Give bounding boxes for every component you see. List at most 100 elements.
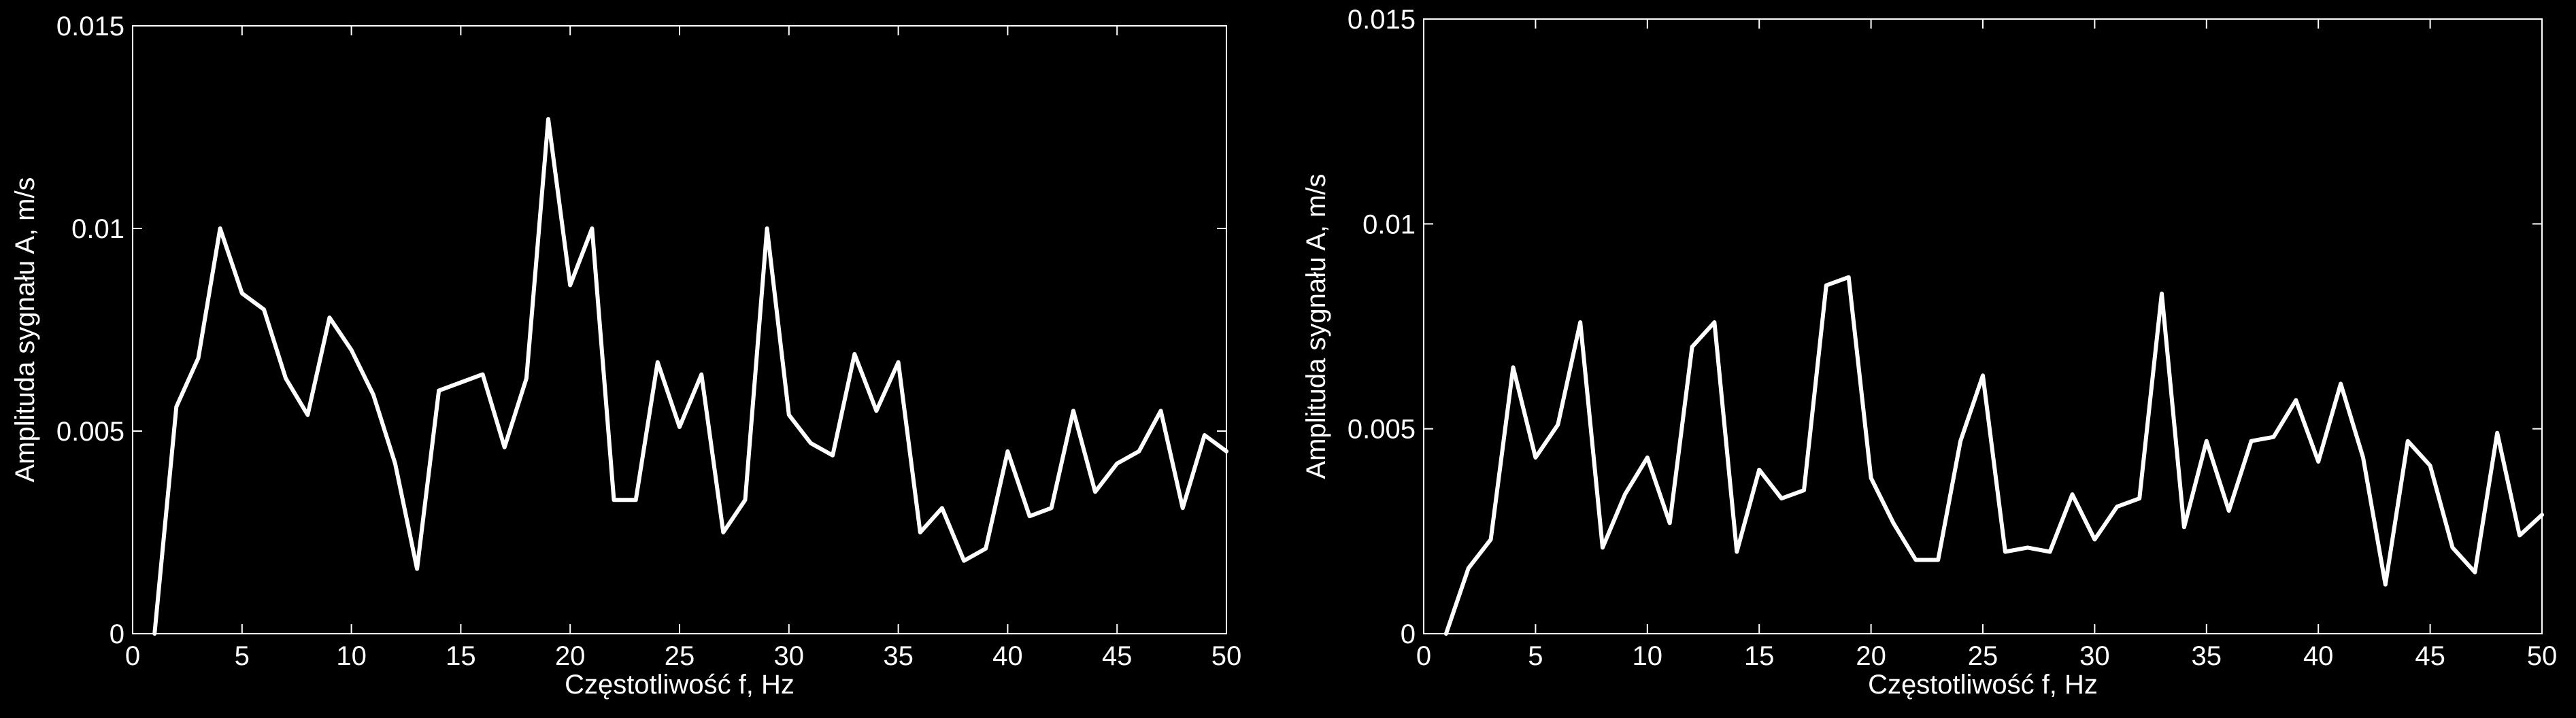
data-point (2205, 439, 2208, 443)
data-point (1028, 515, 1031, 518)
data-point (2160, 292, 2164, 295)
data-point (197, 356, 200, 360)
data-point (809, 441, 812, 445)
data-point (2048, 550, 2052, 553)
data-point (262, 308, 265, 311)
data-point (2249, 439, 2253, 443)
data-point (240, 292, 244, 295)
y-tick-label: 0.015 (1348, 5, 1416, 35)
data-point (1225, 449, 1228, 453)
x-tick-label: 35 (883, 641, 914, 671)
x-tick-label: 30 (2079, 641, 2110, 671)
data-point (2093, 538, 2096, 541)
data-point (371, 393, 375, 396)
data-point (963, 559, 966, 562)
chart-panel-2: 0 5 10 15 20 25 30 35 40 45 50 0 0.005 0.01 0.015 Częst… (1301, 5, 2557, 700)
data-point (350, 348, 353, 352)
data-point (2272, 435, 2275, 439)
data-point (481, 373, 484, 376)
data-point (2518, 534, 2522, 537)
data-point (1116, 462, 1119, 465)
data-point (1203, 433, 1206, 437)
data-point (1645, 456, 1649, 459)
data-point (656, 360, 659, 364)
x-tick-label: 40 (992, 641, 1023, 671)
data-point (153, 632, 156, 635)
data-point (853, 352, 856, 356)
x-tick-label: 20 (555, 641, 586, 671)
data-point (1892, 522, 1895, 525)
y-tick-label: 0.01 (1362, 209, 1416, 239)
series-line (152, 117, 1228, 636)
data-point (2496, 431, 2499, 434)
data-point (1601, 546, 1605, 549)
x-tick-label: 25 (665, 641, 695, 671)
data-point (1869, 476, 1873, 479)
x-tick-label: 15 (1744, 641, 1775, 671)
data-point (1137, 449, 1141, 453)
data-point (569, 284, 572, 287)
x-tick-label: 40 (2303, 641, 2334, 671)
data-point (590, 227, 594, 230)
data-point (2383, 583, 2387, 586)
x-tick-label: 5 (235, 641, 250, 671)
y-tick-label: 0.015 (56, 12, 124, 41)
chart-panel-1: 0 5 10 15 20 25 30 35 40 45 50 0 0.005 0.01 0.015 Częst… (10, 12, 1241, 700)
data-point (1959, 439, 1962, 443)
data-point (1094, 490, 1097, 494)
y-tick-label: 0.01 (71, 214, 124, 244)
data-point (328, 316, 331, 320)
data-point (459, 381, 463, 384)
data-point (1071, 409, 1075, 413)
data-point (503, 445, 506, 449)
data-point (416, 567, 419, 570)
data-point (1006, 449, 1009, 453)
data-point (1847, 275, 1850, 279)
data-point (897, 360, 900, 364)
data-point (831, 454, 835, 457)
data-point (1802, 489, 1805, 492)
data-point (547, 118, 550, 121)
data-point (700, 373, 703, 376)
data-point (393, 462, 397, 465)
data-point (1511, 366, 1515, 369)
x-tick-label: 10 (1633, 641, 1663, 671)
data-point (2541, 513, 2543, 517)
y-tick-label: 0.005 (56, 417, 124, 447)
data-point (1159, 409, 1162, 413)
data-point (2115, 505, 2119, 509)
data-point (1824, 284, 1828, 287)
data-point (743, 498, 747, 502)
data-point (984, 547, 988, 550)
x-tick-label: 20 (1856, 641, 1886, 671)
data-point (1579, 320, 1582, 324)
data-point (940, 507, 943, 510)
data-point (2182, 526, 2186, 529)
data-point (875, 409, 878, 413)
data-point (2294, 398, 2298, 402)
data-point (2451, 546, 2454, 549)
data-point (1780, 497, 1784, 500)
data-point (1981, 374, 1984, 377)
data-point (2071, 493, 2074, 496)
x-tick-label: 5 (1528, 641, 1543, 671)
x-axis-label: Częstotliwość f, Hz (565, 670, 794, 700)
data-point (524, 377, 528, 380)
x-tick-label: 50 (1211, 641, 1242, 671)
data-point (2473, 570, 2477, 574)
data-point (1937, 558, 1940, 562)
data-point (2317, 460, 2320, 463)
x-tick-label: 25 (1968, 641, 1998, 671)
x-tick-label: 50 (2527, 641, 2558, 671)
data-point (2026, 546, 2029, 549)
data-point (1467, 566, 1470, 570)
x-axis-label: Częstotliwość f, Hz (1868, 670, 2098, 700)
data-point (612, 498, 616, 502)
data-point (1489, 538, 1492, 541)
x-tick-label: 45 (2415, 641, 2445, 671)
x-tick-label: 15 (446, 641, 476, 671)
data-point (1623, 493, 1626, 496)
data-point (918, 531, 922, 534)
